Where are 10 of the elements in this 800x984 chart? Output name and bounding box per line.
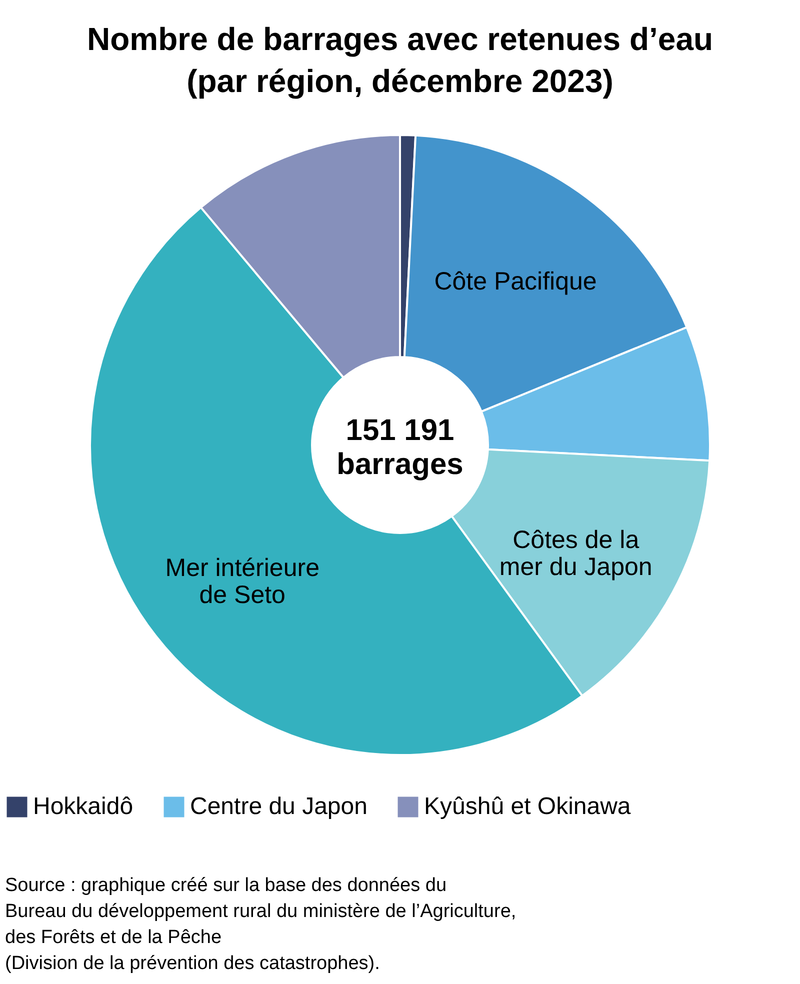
text: 151 191 barrages (336, 414, 464, 481)
legend-label: Centre du Japon (190, 793, 368, 820)
slice-label: Côte Pacifique (434, 268, 597, 296)
chart-subtitle: (par région, décembre 2023) (186, 63, 614, 99)
slice-label: Mer intérieure de Seto (165, 554, 320, 610)
slice-label: Côtes de la mer du Japon (499, 526, 652, 582)
legend-label: Hokkaidô (33, 793, 134, 820)
legend-label: Kyûshû et Okinawa (424, 793, 632, 820)
chart-title: Nombre de barrages avec retenues d’eau (86, 21, 714, 57)
source-note: Source : graphique créé sur la base des données du Bureau du développement rural du ministère de l’Agriculture, des Forêts et de la Pêche (Division de la prévention des catastrophes). (5, 875, 516, 974)
